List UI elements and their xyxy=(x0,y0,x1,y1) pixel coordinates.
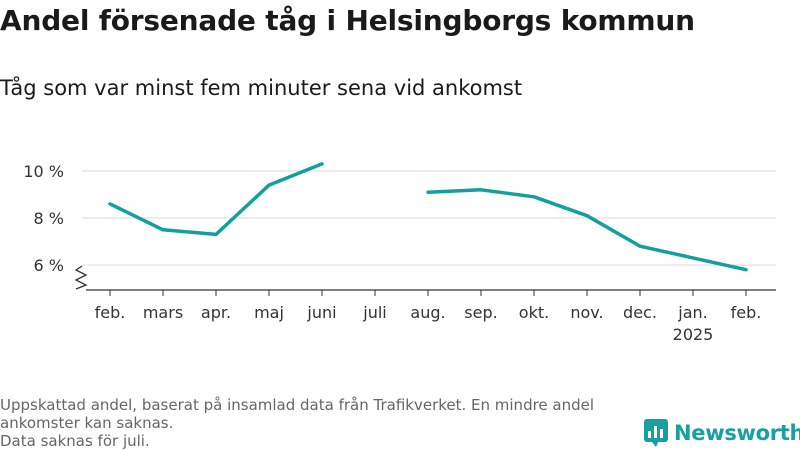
x-year-label: 2025 xyxy=(673,325,714,344)
x-tick-label: feb. xyxy=(95,303,126,322)
axis-break-icon xyxy=(74,265,88,290)
brand-name: Newsworthy xyxy=(674,421,800,445)
x-tick-label: aug. xyxy=(410,303,445,322)
chart-footer: Uppskattad andel, baserat på insamlad da… xyxy=(0,396,630,450)
y-tick-label: 6 % xyxy=(34,256,64,275)
chart-title: Andel försenade tåg i Helsingborgs kommu… xyxy=(0,4,695,37)
x-tick-label: juni xyxy=(306,303,336,322)
x-tick-label: dec. xyxy=(623,303,657,322)
series-line xyxy=(426,188,748,272)
x-tick-label: juli xyxy=(362,303,386,322)
line-chart: 6 % 8 % 10 % feb. mars apr. maj juni juli aug. se… xyxy=(23,162,776,344)
newsworthy-logo-icon xyxy=(644,419,668,447)
brand-logo[interactable]: Newsworthy xyxy=(644,419,800,447)
x-tick-label: nov. xyxy=(570,303,603,322)
x-tick-label: mars xyxy=(143,303,183,322)
gridlines xyxy=(82,170,776,266)
x-tick-label: maj xyxy=(254,303,284,322)
y-tick-label: 10 % xyxy=(23,162,64,181)
x-tick-labels: feb. mars apr. maj juni juli aug. sep. okt. nov. d… xyxy=(95,303,762,344)
series-lines xyxy=(108,162,748,272)
x-tick-label: apr. xyxy=(201,303,231,322)
x-tick-label: feb. xyxy=(731,303,762,322)
axes xyxy=(74,265,776,296)
series-line xyxy=(108,162,324,237)
x-tick-label: okt. xyxy=(519,303,549,322)
x-tick-label: sep. xyxy=(464,303,497,322)
y-tick-label: 8 % xyxy=(34,209,64,228)
x-tick-label: jan. xyxy=(677,303,707,322)
chart-subtitle: Tåg som var minst fem minuter sena vid a… xyxy=(0,76,523,100)
footer-note-missing: Data saknas för juli. xyxy=(0,432,150,450)
footer-note-source: Uppskattad andel, baserat på insamlad da… xyxy=(0,396,595,432)
y-tick-labels: 6 % 8 % 10 % xyxy=(23,162,64,275)
